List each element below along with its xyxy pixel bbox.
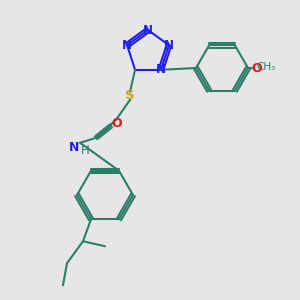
Text: N: N xyxy=(164,39,174,52)
Text: N: N xyxy=(69,141,79,154)
Text: S: S xyxy=(125,89,135,102)
Text: O: O xyxy=(252,61,262,74)
Text: N: N xyxy=(143,23,153,37)
Text: N: N xyxy=(122,39,132,52)
Text: N: N xyxy=(156,63,166,76)
Text: O: O xyxy=(112,117,122,130)
Text: H: H xyxy=(81,144,89,157)
Text: CH₃: CH₃ xyxy=(256,62,276,73)
